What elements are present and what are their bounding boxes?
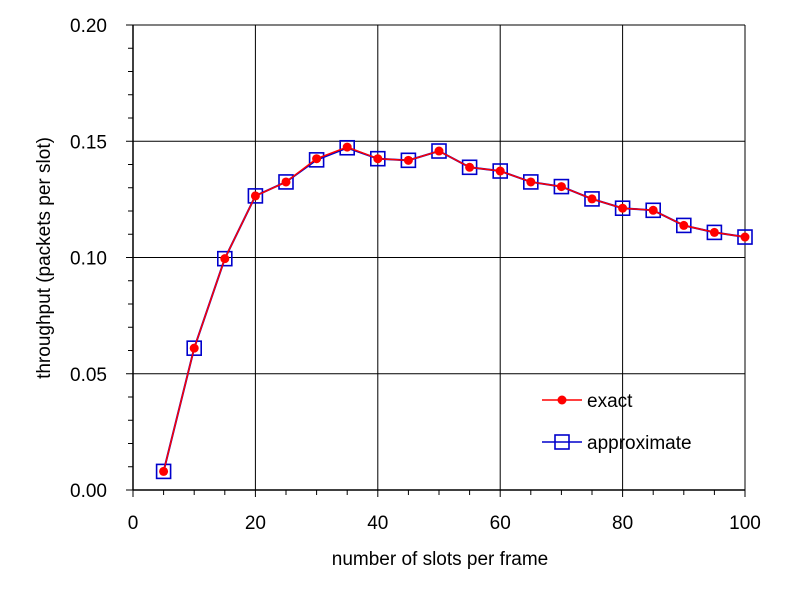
data-point-exact (434, 146, 444, 156)
data-point-exact (587, 194, 597, 204)
data-point-approximate (247, 188, 264, 204)
data-point-exact (250, 191, 260, 201)
data-point-approximate (706, 224, 723, 241)
data-point-exact (465, 162, 475, 172)
data-point-exact (526, 177, 536, 187)
data-point-exact (709, 227, 719, 237)
data-point-approximate (522, 174, 539, 190)
x-tick-label: 60 (490, 513, 511, 534)
x-tick-label: 0 (128, 513, 139, 534)
data-point-approximate (308, 152, 325, 168)
legend-label-exact: exact (587, 391, 633, 412)
data-point-approximate (737, 229, 753, 245)
data-point-exact (159, 466, 169, 476)
data-point-approximate (155, 463, 172, 480)
data-point-exact (495, 166, 505, 176)
data-point-approximate (217, 250, 233, 267)
x-tick-label: 100 (729, 513, 761, 534)
data-point-approximate (461, 159, 478, 176)
data-point-exact (373, 154, 383, 164)
y-tick-label: 0.00 (70, 481, 107, 502)
data-point-exact (740, 232, 750, 242)
y-tick-label: 0.10 (70, 249, 107, 270)
legend-item-approximate: approximate (542, 433, 692, 454)
data-point-approximate (553, 178, 570, 195)
legend-marker-exact (557, 395, 567, 405)
data-point-exact (342, 142, 352, 152)
legend-item-exact: exact (542, 391, 633, 412)
y-axis-title: throughput (packets per slot) (34, 137, 55, 379)
x-tick-label: 80 (612, 513, 633, 534)
y-tick-label: 0.05 (70, 365, 107, 386)
y-tick-label: 0.15 (70, 132, 107, 153)
legend-label-approximate: approximate (587, 433, 692, 454)
series-exact (159, 142, 750, 476)
data-point-exact (618, 203, 628, 213)
data-point-exact (679, 220, 689, 230)
data-point-approximate (431, 143, 447, 159)
data-point-approximate (186, 340, 202, 356)
data-point-exact (556, 182, 566, 192)
x-axis-title: number of slots per frame (332, 549, 548, 570)
data-point-exact (189, 343, 199, 353)
data-point-exact (648, 205, 658, 215)
data-point-approximate (584, 191, 600, 207)
data-point-exact (312, 154, 322, 164)
legend: exact approximate (542, 391, 692, 454)
x-tick-label: 40 (367, 513, 388, 534)
legend-marker-approximate (554, 434, 570, 450)
data-point-exact (220, 254, 230, 264)
y-tick-label: 0.20 (70, 16, 107, 37)
data-point-exact (403, 155, 413, 165)
data-point-exact (281, 177, 291, 187)
data-point-approximate (339, 139, 356, 156)
x-tick-label: 20 (245, 513, 266, 534)
data-point-approximate (675, 217, 692, 234)
data-point-approximate (278, 174, 294, 190)
series-line-exact (162, 146, 746, 472)
data-point-approximate (492, 163, 509, 179)
